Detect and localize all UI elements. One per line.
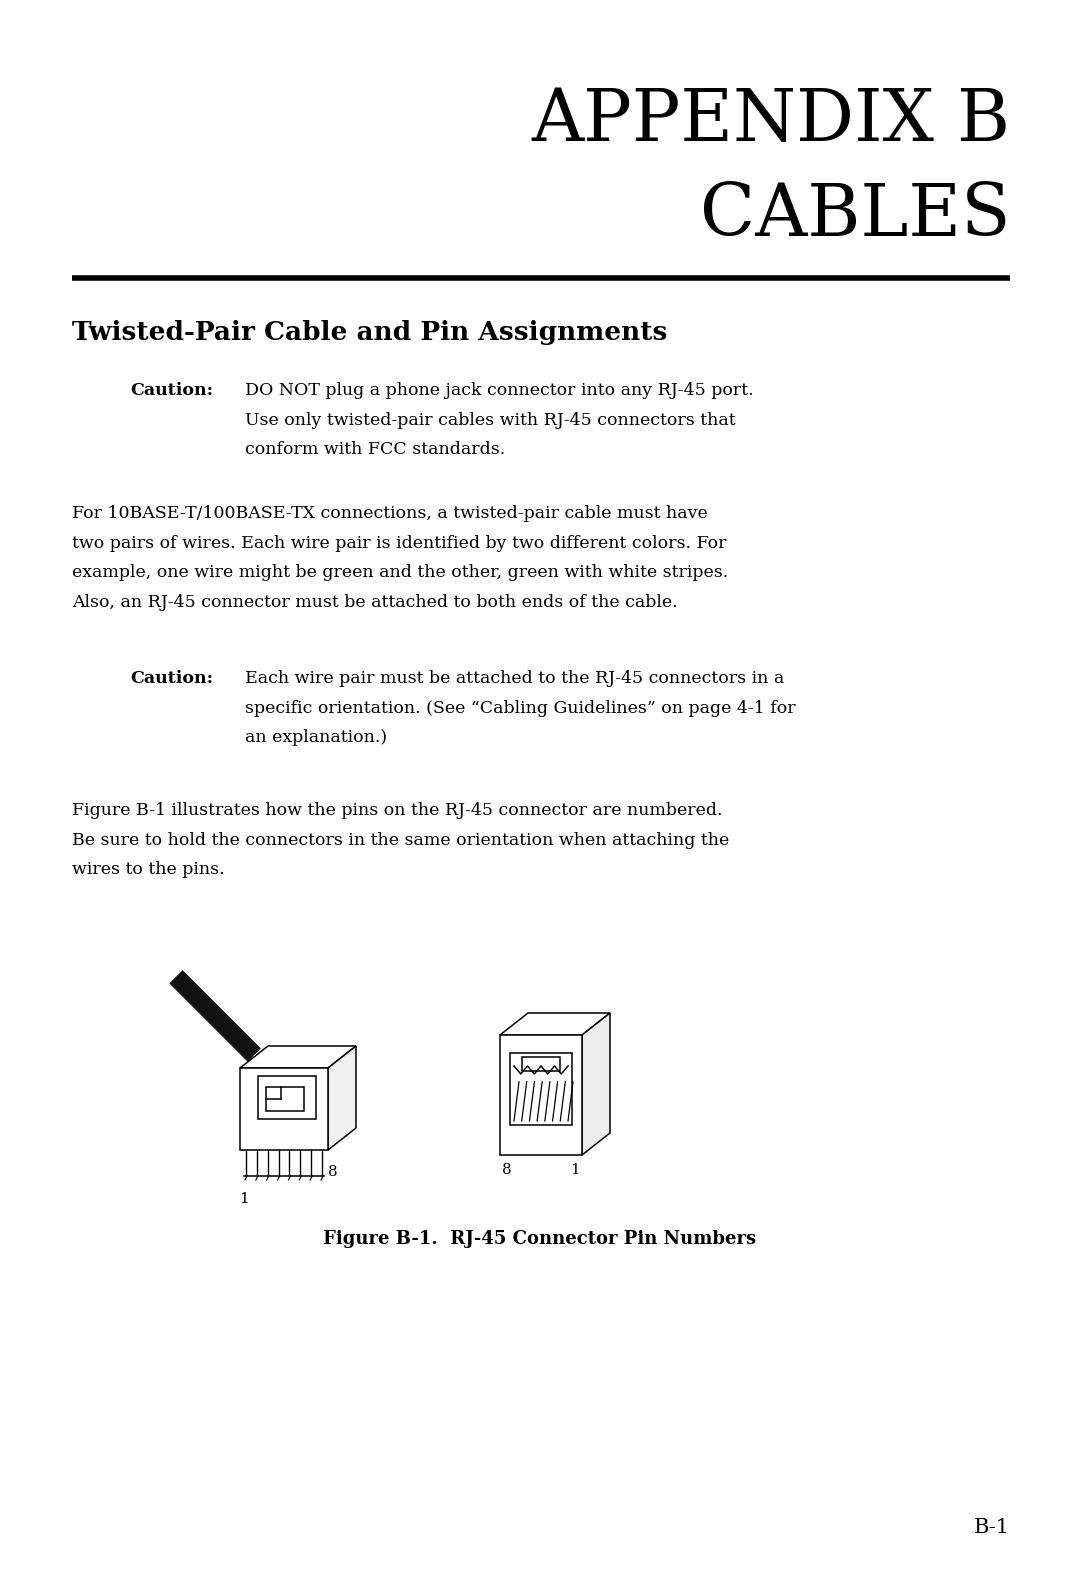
Text: For 10BASE-T/100BASE-TX connections, a twisted-pair cable must have: For 10BASE-T/100BASE-TX connections, a t… [72,506,707,521]
Bar [258,1075,316,1119]
Text: 1: 1 [239,1192,248,1206]
Polygon shape [170,970,260,1061]
Text: DO NOT plug a phone jack connector into any RJ-45 port.: DO NOT plug a phone jack connector into … [245,382,754,399]
Text: Be sure to hold the connectors in the same orientation when attaching the: Be sure to hold the connectors in the sa… [72,832,729,849]
Text: two pairs of wires. Each wire pair is identified by two different colors. For: two pairs of wires. Each wire pair is id… [72,535,727,551]
Text: Also, an RJ-45 connector must be attached to both ends of the cable.: Also, an RJ-45 connector must be attache… [72,593,677,611]
Bar [240,1068,328,1149]
Polygon shape [500,1013,610,1035]
Text: Each wire pair must be attached to the RJ-45 connectors in a: Each wire pair must be attached to the R… [245,670,784,688]
Text: Figure B-1 illustrates how the pins on the RJ-45 connector are numbered.: Figure B-1 illustrates how the pins on t… [72,802,723,820]
Text: B-1: B-1 [974,1518,1010,1537]
Bar [266,1088,303,1112]
Text: an explanation.): an explanation.) [245,730,387,746]
Text: conform with FCC standards.: conform with FCC standards. [245,441,505,458]
Text: 1: 1 [570,1163,580,1178]
Text: example, one wire might be green and the other, green with white stripes.: example, one wire might be green and the… [72,564,728,581]
Text: Figure B-1.  RJ-45 Connector Pin Numbers: Figure B-1. RJ-45 Connector Pin Numbers [323,1229,757,1248]
Bar [500,1035,582,1156]
Text: APPENDIX B: APPENDIX B [531,85,1010,155]
Text: Caution:: Caution: [130,670,213,688]
Polygon shape [582,1013,610,1156]
Text: Twisted-Pair Cable and Pin Assignments: Twisted-Pair Cable and Pin Assignments [72,320,667,345]
Bar [510,1053,572,1126]
Text: Use only twisted-pair cables with RJ-45 connectors that: Use only twisted-pair cables with RJ-45 … [245,411,735,429]
Text: wires to the pins.: wires to the pins. [72,862,225,878]
Text: 8: 8 [502,1163,512,1178]
Text: CABLES: CABLES [700,181,1010,251]
Polygon shape [328,1046,356,1149]
Text: 8: 8 [328,1165,338,1179]
Polygon shape [240,1046,356,1068]
Text: Caution:: Caution: [130,382,213,399]
Text: specific orientation. (See “Cabling Guidelines” on page 4-1 for: specific orientation. (See “Cabling Guid… [245,700,796,716]
Bar [523,1057,559,1071]
